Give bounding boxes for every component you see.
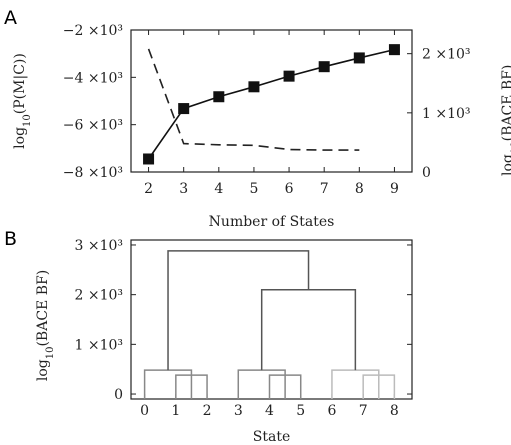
data-point-square xyxy=(248,81,260,93)
dendrogram-link xyxy=(268,374,302,399)
y-tick-label-b: 0 xyxy=(114,387,123,403)
left-y-tick-label: −4 ×10³ xyxy=(63,70,123,86)
data-point-square xyxy=(283,70,295,82)
panel-label-b: B xyxy=(4,228,17,250)
x-tick-label-a: 7 xyxy=(320,181,329,197)
right-y-axis-label: log10(BACE BF) xyxy=(500,65,511,176)
dendrogram-link xyxy=(362,374,396,399)
left-y-tick-label: −2 ×10³ xyxy=(63,23,123,39)
axes-frame-a xyxy=(130,29,413,173)
panel-label-a: A xyxy=(4,7,17,29)
x-tick-label-a: 2 xyxy=(144,181,153,197)
x-tick-label-b: 5 xyxy=(296,403,305,419)
data-point-square xyxy=(178,103,190,115)
y-tick-label-b: 2 ×10³ xyxy=(74,288,123,304)
x-tick-label-b: 8 xyxy=(390,403,399,419)
dendrogram-link xyxy=(260,288,357,371)
y-axis-label-b: log10(BACE BF) xyxy=(35,270,56,381)
x-axis-label-a: Number of States xyxy=(209,214,335,230)
left-y-tick-label: −6 ×10³ xyxy=(63,118,123,134)
x-tick-label-a: 6 xyxy=(285,181,294,197)
right-y-tick-label: 2 ×10³ xyxy=(422,47,471,63)
left-y-tick-label: −8 ×10³ xyxy=(63,165,123,181)
series-line-bace-bf xyxy=(147,48,360,151)
x-tick-label-a: 5 xyxy=(249,181,258,197)
dendrogram-link xyxy=(167,250,310,371)
dendrogram-link xyxy=(175,374,208,399)
x-tick-label-b: 2 xyxy=(203,403,212,419)
x-tick-label-a: 8 xyxy=(355,181,364,197)
x-tick-label-b: 1 xyxy=(171,403,180,419)
y-tick-label-b: 3 ×10³ xyxy=(74,238,123,254)
y-tick-label-b: 1 ×10³ xyxy=(74,337,123,353)
x-tick-label-a: 4 xyxy=(214,181,223,197)
x-tick-label-b: 3 xyxy=(234,403,243,419)
right-y-tick-label: 0 xyxy=(422,165,431,181)
data-point-square xyxy=(388,44,400,56)
right-y-tick-label: 1 ×10³ xyxy=(422,106,471,122)
axes-frame-b xyxy=(130,239,413,400)
series-line-log-p xyxy=(147,48,395,160)
x-tick-label-b: 0 xyxy=(140,403,149,419)
x-tick-label-b: 4 xyxy=(265,403,274,419)
data-point-square xyxy=(318,61,330,73)
left-y-axis-label: log10(P(M|C)) xyxy=(12,53,33,149)
data-point-square xyxy=(353,52,365,64)
x-tick-label-b: 7 xyxy=(359,403,368,419)
data-point-square xyxy=(143,153,155,165)
data-point-square xyxy=(213,91,225,103)
x-axis-label-b: State xyxy=(253,429,290,445)
x-tick-label-a: 3 xyxy=(179,181,188,197)
x-tick-label-a: 9 xyxy=(390,181,399,197)
x-tick-label-b: 6 xyxy=(327,403,336,419)
